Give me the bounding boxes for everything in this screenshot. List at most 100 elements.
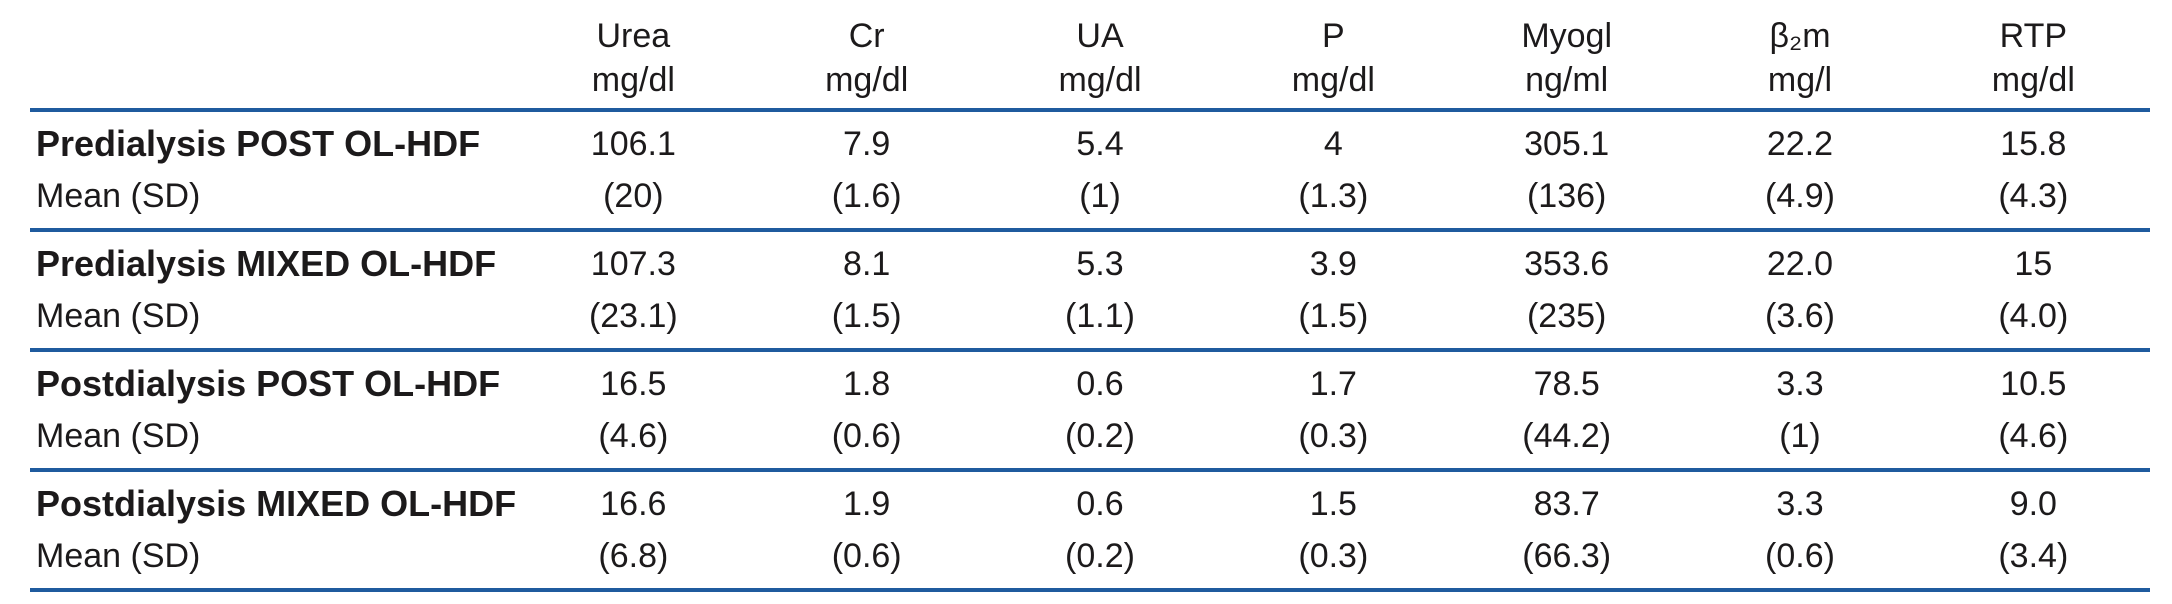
cell-mean: 3.3: [1776, 365, 1824, 403]
cell-sd: (3.6): [1765, 297, 1835, 335]
cell-sd: (66.3): [1522, 537, 1612, 575]
cell-sd: (0.3): [1298, 417, 1369, 455]
cell: 7.9 (1.6): [750, 110, 984, 232]
lab-values-table: Urea mg/dl Cr mg/dl UA mg/dl P mg/dl Myo…: [30, 6, 2150, 592]
cell: 3.3 (1): [1683, 350, 1917, 472]
cell-sd: (44.2): [1522, 417, 1612, 455]
cell-sd: (0.6): [831, 537, 902, 575]
cell: 22.0 (3.6): [1683, 230, 1917, 352]
table-header: Urea mg/dl Cr mg/dl UA mg/dl P mg/dl Myo…: [30, 6, 2150, 112]
row-label: Predialysis MIXED OL-HDF: [36, 243, 497, 284]
cell: 1.8 (0.6): [750, 350, 984, 472]
cell: 1.7 (0.3): [1216, 350, 1450, 472]
cell-mean: 16.6: [600, 485, 667, 523]
column-unit: mg/l: [1767, 61, 1833, 99]
cell: 3.3 (0.6): [1683, 470, 1917, 592]
row-sublabel: Mean (SD): [36, 177, 201, 215]
cell-sd: (1): [1079, 177, 1121, 215]
column-header-p: P mg/dl: [1216, 6, 1450, 112]
cell: 305.1 (136): [1450, 110, 1684, 232]
row-header: Postdialysis MIXED OL-HDF Mean (SD): [30, 470, 517, 592]
cell-sd: (136): [1526, 177, 1607, 215]
cell-sd: (235): [1526, 297, 1607, 335]
cell-sd: (6.8): [598, 537, 669, 575]
cell-mean: 9.0: [2009, 485, 2057, 523]
cell-mean: 7.9: [843, 125, 891, 163]
cell-mean: 353.6: [1524, 245, 1610, 283]
column-unit: mg/dl: [1991, 61, 2075, 99]
column-header-ua: UA mg/dl: [983, 6, 1217, 112]
column-name: Myogl: [1521, 17, 1613, 55]
cell: 5.4 (1): [983, 110, 1217, 232]
cell-sd: (20): [603, 177, 664, 215]
table-row-predialysis-mixed: Predialysis MIXED OL-HDF Mean (SD) 107.3…: [30, 230, 2150, 352]
cell-sd: (1.1): [1065, 297, 1135, 335]
cell-mean: 10.5: [2000, 365, 2067, 403]
cell-mean: 15.8: [2000, 125, 2067, 163]
cell: 15 (4.0): [1916, 230, 2150, 352]
cell-sd: (0.6): [831, 417, 902, 455]
column-name: RTP: [1999, 17, 2068, 55]
row-label: Postdialysis MIXED OL-HDF: [36, 483, 517, 524]
row-sublabel: Mean (SD): [36, 297, 201, 335]
cell: 1.5 (0.3): [1216, 470, 1450, 592]
cell: 10.5 (4.6): [1916, 350, 2150, 472]
cell-mean: 106.1: [590, 125, 676, 163]
column-unit: mg/dl: [1291, 61, 1375, 99]
cell: 9.0 (3.4): [1916, 470, 2150, 592]
cell-mean: 22.0: [1766, 245, 1834, 283]
row-label: Predialysis POST OL-HDF: [36, 123, 481, 164]
row-header: Postdialysis POST OL-HDF Mean (SD): [30, 350, 517, 472]
row-label: Postdialysis POST OL-HDF: [36, 363, 501, 404]
cell: 78.5 (44.2): [1450, 350, 1684, 472]
column-header-cr: Cr mg/dl: [750, 6, 984, 112]
cell: 5.3 (1.1): [983, 230, 1217, 352]
cell: 15.8 (4.3): [1916, 110, 2150, 232]
column-unit: ng/ml: [1525, 61, 1609, 99]
row-sublabel: Mean (SD): [36, 417, 201, 455]
cell: 4 (1.3): [1216, 110, 1450, 232]
column-header-rtp: RTP mg/dl: [1916, 6, 2150, 112]
cell: 8.1 (1.5): [750, 230, 984, 352]
cell-mean: 1.9: [843, 485, 891, 523]
cell-mean: 0.6: [1076, 485, 1124, 523]
cell: 106.1 (20): [516, 110, 751, 232]
table-body: Predialysis POST OL-HDF Mean (SD) 106.1 …: [30, 110, 2150, 592]
column-header-urea: Urea mg/dl: [516, 6, 751, 112]
column-unit: mg/dl: [825, 61, 909, 99]
cell-mean: 1.8: [843, 365, 891, 403]
cell-sd: (1): [1779, 417, 1821, 455]
cell-mean: 78.5: [1533, 365, 1600, 403]
column-unit: mg/dl: [1058, 61, 1142, 99]
cell-sd: (4.6): [598, 417, 669, 455]
column-name: Cr: [848, 17, 885, 55]
cell-mean: 5.3: [1076, 245, 1124, 283]
cell: 16.5 (4.6): [516, 350, 751, 472]
cell: 353.6 (235): [1450, 230, 1684, 352]
cell: 3.9 (1.5): [1216, 230, 1450, 352]
table-row-predialysis-post: Predialysis POST OL-HDF Mean (SD) 106.1 …: [30, 110, 2150, 232]
cell-mean: 3.9: [1309, 245, 1357, 283]
cell-sd: (0.3): [1298, 537, 1369, 575]
cell: 0.6 (0.2): [983, 350, 1217, 472]
table-row-postdialysis-mixed: Postdialysis MIXED OL-HDF Mean (SD) 16.6…: [30, 470, 2150, 592]
cell-mean: 5.4: [1076, 125, 1124, 163]
column-name: Urea: [596, 17, 671, 55]
column-name: β₂m: [1769, 17, 1831, 55]
column-unit: mg/dl: [591, 61, 675, 99]
cell-mean: 3.3: [1776, 485, 1824, 523]
cell-sd: (3.4): [1998, 537, 2069, 575]
row-header: Predialysis POST OL-HDF Mean (SD): [30, 110, 517, 232]
cell: 0.6 (0.2): [983, 470, 1217, 592]
row-sublabel: Mean (SD): [36, 537, 201, 575]
cell: 1.9 (0.6): [750, 470, 984, 592]
cell-mean: 83.7: [1533, 485, 1600, 523]
cell-mean: 107.3: [590, 245, 676, 283]
cell: 22.2 (4.9): [1683, 110, 1917, 232]
cell-sd: (0.2): [1065, 417, 1135, 455]
cell-sd: (4.3): [1998, 177, 2069, 215]
cell-mean: 15: [2014, 245, 2053, 283]
cell-mean: 1.7: [1309, 365, 1357, 403]
cell-sd: (1.3): [1298, 177, 1369, 215]
cell-sd: (4.0): [1998, 297, 2069, 335]
